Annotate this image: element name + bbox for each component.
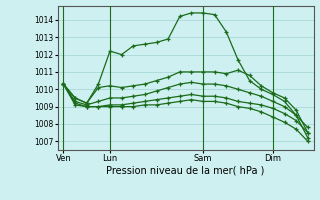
X-axis label: Pression niveau de la mer( hPa ): Pression niveau de la mer( hPa ): [107, 166, 265, 176]
